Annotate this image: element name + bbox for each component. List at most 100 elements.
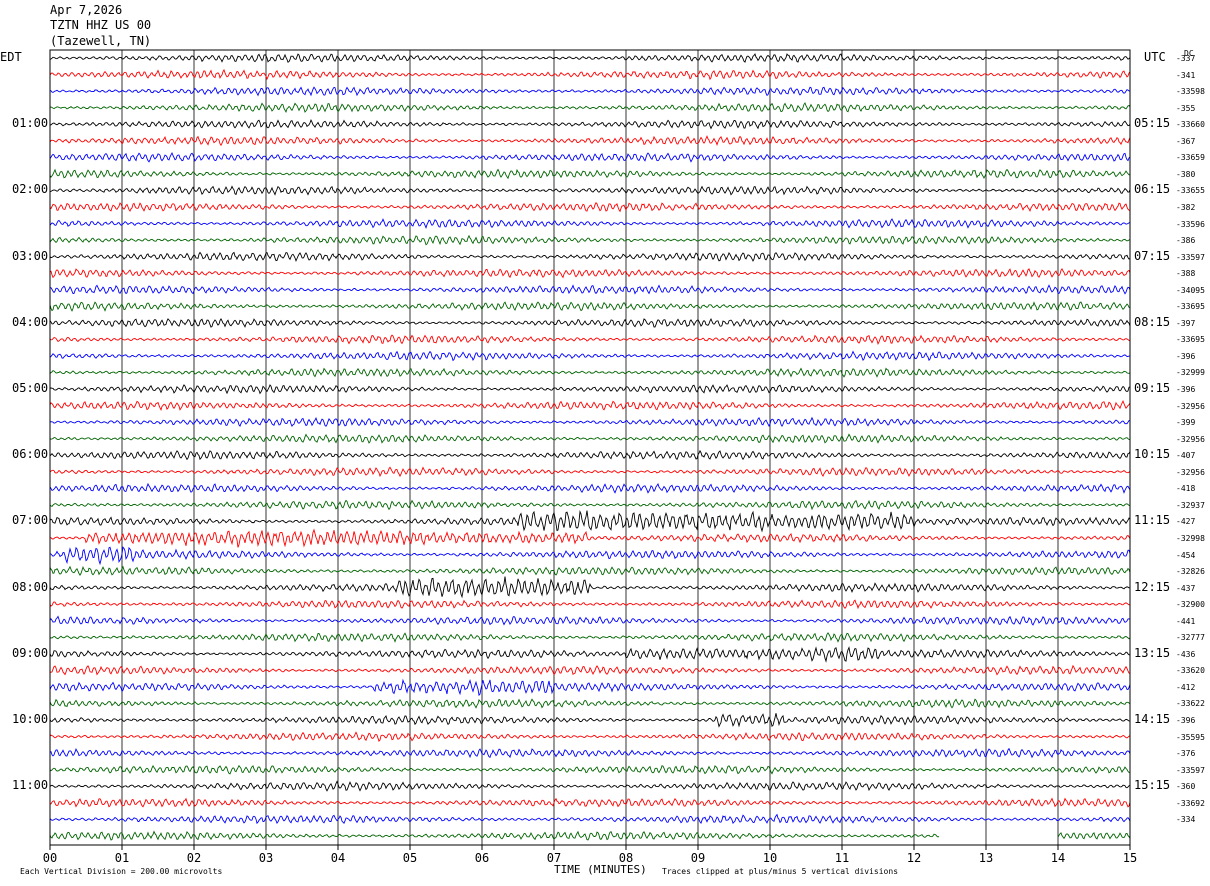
dc-offset-label: -32999 <box>1176 368 1205 378</box>
trace-line-20 <box>49 367 1131 378</box>
dc-offset-label: -337 <box>1176 54 1196 63</box>
trace-line-13 <box>49 251 1131 263</box>
trace-line-41 <box>49 713 1131 728</box>
x-tick-label-13: 13 <box>979 851 993 865</box>
dc-offset-label: -32956 <box>1176 467 1205 477</box>
trace-line-28 <box>49 499 1131 511</box>
dc-offset-label: -33695 <box>1176 302 1205 312</box>
trace-line-38 <box>49 664 1131 676</box>
trace-line-30 <box>49 528 1131 548</box>
station-label: TZTN HHZ US 00 <box>50 18 152 32</box>
location-label: (Tazewell, TN) <box>50 34 152 48</box>
x-tick-label-14: 14 <box>1051 851 1065 865</box>
dc-offset-label: -407 <box>1176 451 1196 461</box>
dc-offset-label: -396 <box>1176 351 1196 361</box>
right-timezone-label: UTC <box>1144 50 1166 64</box>
left-hour-label: 03:00 <box>12 248 49 263</box>
trace-line-12 <box>49 234 1131 246</box>
x-tick-label-02: 02 <box>187 851 201 865</box>
trace-line-3 <box>49 86 1131 97</box>
trace-line-24 <box>49 433 1131 444</box>
trace-line-48 <box>49 830 940 841</box>
x-tick-label-01: 01 <box>115 851 129 865</box>
minute-gridlines <box>121 50 1059 845</box>
x-tick-label-08: 08 <box>619 851 633 865</box>
trace-line-16 <box>49 301 1131 312</box>
trace-line-19 <box>49 350 1131 362</box>
dc-offset-label: -436 <box>1176 649 1196 659</box>
trace-line-44 <box>49 764 1131 775</box>
dc-offset-label: -397 <box>1176 318 1196 328</box>
trace-line-47 <box>49 813 1131 825</box>
trace-line-23 <box>49 416 1131 427</box>
left-timezone-label: EDT <box>0 50 22 64</box>
dc-offset-label: -454 <box>1176 550 1196 560</box>
dc-offset-label: -33620 <box>1176 666 1205 676</box>
dc-offset-label: -35595 <box>1176 732 1205 742</box>
dc-offset-label: -33597 <box>1176 765 1205 775</box>
x-tick-label-06: 06 <box>475 851 489 865</box>
right-hour-label: 09:15 <box>1134 381 1171 395</box>
left-hour-label: 10:00 <box>12 712 49 726</box>
dc-offset-label: -33660 <box>1176 120 1205 130</box>
trace-line-6 <box>49 135 1131 147</box>
left-hour-label: 06:00 <box>12 447 49 462</box>
trace-line-14 <box>49 268 1131 279</box>
left-hour-label: 09:00 <box>12 645 49 660</box>
dc-offset-label: -437 <box>1176 583 1196 593</box>
trace-line-7 <box>49 151 1131 163</box>
trace-line-1 <box>49 53 1131 63</box>
clip-note: Traces clipped at plus/minus 5 vertical … <box>662 867 899 876</box>
left-hour-label: 07:00 <box>12 513 49 528</box>
left-hour-label: 02:00 <box>12 182 49 197</box>
trace-line-21 <box>49 384 1131 395</box>
dc-offset-label: -355 <box>1176 103 1196 113</box>
dc-offset-label: -341 <box>1176 70 1196 80</box>
trace-line-4 <box>49 102 1131 114</box>
scale-note: Each Vertical Division = 200.00 microvol… <box>20 867 223 876</box>
trace-line-15 <box>49 284 1131 295</box>
x-tick-label-05: 05 <box>403 851 417 865</box>
right-hour-label: 12:15 <box>1134 579 1171 594</box>
right-hour-label: 08:15 <box>1134 314 1171 329</box>
dc-offset-label: -33695 <box>1176 335 1205 345</box>
dc-offset-label: -360 <box>1176 782 1196 792</box>
dc-offset-label: -33659 <box>1176 153 1205 163</box>
trace-line-34 <box>49 599 1130 610</box>
right-hour-label: 15:15 <box>1134 778 1171 793</box>
trace-line-11 <box>49 218 1131 229</box>
dc-offset-label: -32826 <box>1176 567 1205 577</box>
dc-offset-label: -33692 <box>1176 798 1205 808</box>
trace-line-32 <box>49 565 1131 576</box>
seismic-traces <box>49 53 1131 841</box>
trace-line-43 <box>49 747 1131 759</box>
trace-line-46 <box>49 797 1131 808</box>
right-hour-label: 07:15 <box>1134 248 1171 263</box>
dc-offset-label: -32956 <box>1176 434 1205 444</box>
trace-line-48-tail <box>1057 832 1131 840</box>
trace-line-29 <box>49 510 1131 533</box>
dc-offset-label: -367 <box>1176 136 1196 146</box>
trace-line-2 <box>49 68 1131 81</box>
dc-offset-label: -388 <box>1176 269 1196 279</box>
dc-offset-label: -396 <box>1176 385 1196 394</box>
left-hour-label: 08:00 <box>12 579 49 594</box>
dc-offset-label: -33598 <box>1176 87 1205 97</box>
right-hour-label: 05:15 <box>1134 116 1171 131</box>
dc-label: DC <box>1184 49 1194 58</box>
trace-line-25 <box>49 449 1131 461</box>
dc-offset-label: -32956 <box>1176 401 1205 411</box>
trace-line-27 <box>49 482 1131 494</box>
trace-line-33 <box>49 576 1131 599</box>
x-tick-label-09: 09 <box>691 851 705 865</box>
trace-line-9 <box>49 185 1131 196</box>
right-hour-label: 10:15 <box>1134 447 1171 462</box>
dc-offset-label: -427 <box>1176 517 1196 527</box>
dc-offset-label: -32998 <box>1176 533 1205 543</box>
dc-offset-label: -334 <box>1176 815 1196 825</box>
dc-offset-label: -399 <box>1176 418 1196 428</box>
dc-offset-label: -33597 <box>1176 252 1205 262</box>
dc-offset-label: -32937 <box>1176 500 1205 510</box>
trace-line-35 <box>49 615 1131 626</box>
